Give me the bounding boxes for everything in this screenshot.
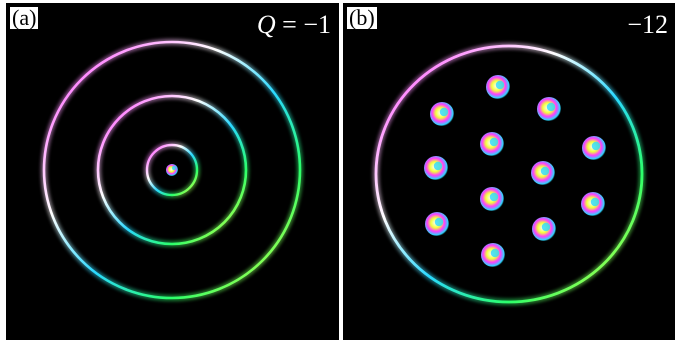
skyrmion-8-core — [489, 192, 499, 202]
boundary-ring — [374, 44, 644, 304]
panel-b-tag: (b) — [347, 5, 377, 30]
skyrmion-10-core — [541, 222, 551, 232]
skyrmion-12-core — [490, 248, 500, 258]
target-ring-3 — [145, 143, 199, 197]
skyrmion-3-core — [546, 102, 556, 112]
skyrmion-6-core — [540, 166, 550, 176]
skyrmion-1-core — [495, 80, 505, 90]
panel-a: (a) Q = −1 — [6, 3, 339, 340]
panel-b: (b) −12 — [343, 3, 675, 340]
skyrmion-2-core — [439, 107, 449, 117]
skyrmion-7-core — [591, 141, 601, 151]
panel-b-charge-label: −12 — [627, 10, 668, 39]
panel-a-image — [40, 38, 304, 302]
center-skyrmion-core — [171, 165, 177, 171]
skyrmion-4-core — [489, 137, 499, 147]
charge-equals: = — [275, 10, 304, 39]
panel-b-image — [372, 42, 646, 306]
center-skyrmion — [166, 164, 178, 176]
target-ring-2 — [96, 94, 248, 246]
target-ring-1 — [42, 40, 302, 300]
skyrmion-11-core — [590, 197, 600, 207]
panel-a-charge-label: Q = −1 — [257, 11, 331, 39]
charge-value: −1 — [303, 10, 331, 39]
charge-symbol: Q — [256, 10, 276, 39]
panel-a-tag: (a) — [10, 5, 39, 30]
skyrmion-9-core — [434, 217, 444, 227]
skyrmion-5-core — [433, 161, 443, 171]
